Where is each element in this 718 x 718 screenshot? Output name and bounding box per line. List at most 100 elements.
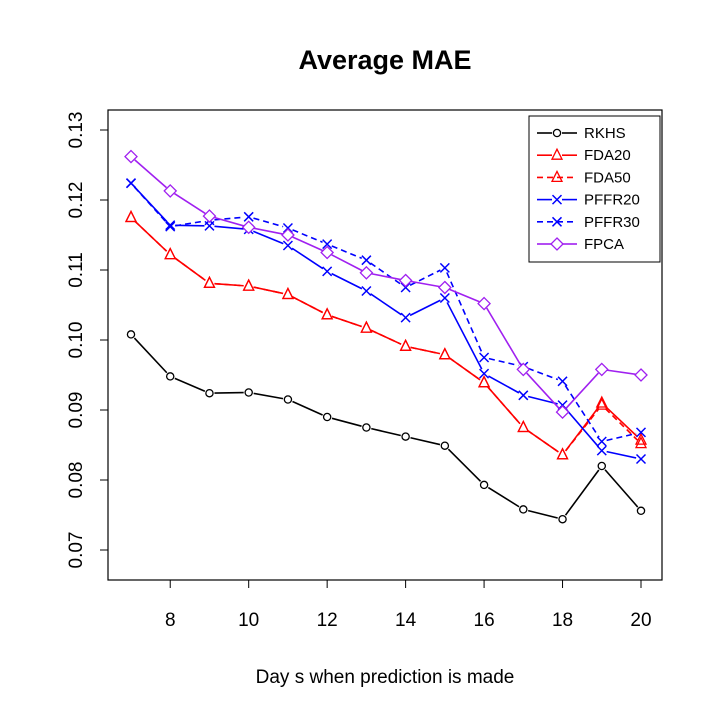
legend-marker bbox=[550, 147, 564, 160]
y-tick-label: 0.10 bbox=[66, 322, 87, 359]
data-point-pffr20 bbox=[322, 266, 333, 277]
data-point-pffr30 bbox=[557, 376, 568, 387]
series-line-fpca bbox=[134, 159, 637, 409]
data-point-pffr20 bbox=[518, 390, 529, 401]
data-point-fpca bbox=[202, 209, 217, 224]
legend-item-fda20: FDA20 bbox=[537, 147, 631, 164]
data-point-pffr30 bbox=[282, 222, 293, 234]
legend-marker bbox=[552, 128, 562, 138]
data-point-pffr30 bbox=[400, 282, 411, 293]
legend: RKHS FDA20 FDA50 PFFR20 PFFR30 FPCA bbox=[528, 115, 661, 263]
y-tick-label: 0.13 bbox=[66, 112, 87, 149]
x-tick-label: 8 bbox=[165, 610, 176, 631]
data-point-pffr20 bbox=[439, 292, 450, 304]
data-point-rkhs bbox=[440, 441, 450, 450]
data-point-rkhs bbox=[322, 412, 332, 422]
y-tick-label: 0.12 bbox=[66, 182, 87, 219]
legend-marker bbox=[550, 169, 564, 183]
data-point-rkhs bbox=[597, 461, 607, 471]
y-tick-label: 0.11 bbox=[66, 252, 87, 288]
data-point-fda50 bbox=[399, 338, 412, 351]
legend-item-fda50: FDA50 bbox=[537, 169, 631, 186]
data-point-fpca bbox=[163, 183, 178, 198]
series-line-pffr30 bbox=[133, 186, 637, 442]
series-rkhs bbox=[126, 330, 646, 524]
data-point-pffr30 bbox=[479, 352, 490, 363]
data-point-rkhs bbox=[636, 506, 646, 516]
data-point-fpca bbox=[241, 220, 256, 235]
x-tick-label: 18 bbox=[552, 610, 573, 631]
data-point-fda50 bbox=[634, 436, 648, 449]
data-point-fda50 bbox=[517, 420, 530, 433]
x-tick-label: 12 bbox=[317, 610, 338, 631]
data-point-rkhs bbox=[479, 480, 489, 490]
y-tick-label: 0.09 bbox=[66, 392, 87, 429]
data-point-fpca bbox=[359, 265, 374, 280]
data-point-fda50 bbox=[478, 375, 491, 388]
data-point-fpca bbox=[124, 149, 138, 164]
data-point-pffr30 bbox=[165, 221, 176, 232]
legend-item-rkhs: RKHS bbox=[537, 125, 626, 142]
legend-label: FPCA bbox=[584, 236, 624, 253]
legend-marker bbox=[551, 216, 563, 227]
x-tick-label: 16 bbox=[474, 610, 495, 631]
data-point-rkhs bbox=[244, 388, 253, 397]
data-point-fda20 bbox=[595, 395, 608, 408]
data-point-fda20 bbox=[242, 278, 255, 291]
data-point-rkhs bbox=[558, 514, 567, 524]
data-point-rkhs bbox=[519, 505, 528, 514]
y-tick-label: 0.07 bbox=[66, 532, 87, 569]
x-axis-label: Day s when prediction is made bbox=[256, 667, 515, 688]
chart-title: Average MAE bbox=[298, 45, 471, 75]
legend-marker bbox=[551, 194, 563, 205]
data-point-fda20 bbox=[203, 275, 216, 288]
legend-item-pffr20: PFFR20 bbox=[537, 192, 640, 209]
data-point-fpca bbox=[320, 245, 335, 260]
series-layer bbox=[124, 149, 648, 524]
data-point-fda20 bbox=[634, 432, 648, 445]
data-point-fpca bbox=[437, 280, 452, 295]
legend-label: PFFR20 bbox=[584, 192, 640, 209]
data-point-fpca bbox=[516, 362, 531, 377]
data-point-rkhs bbox=[362, 423, 371, 432]
data-point-fpca bbox=[555, 405, 570, 420]
data-point-pffr30 bbox=[596, 436, 607, 447]
data-point-fda50 bbox=[360, 320, 373, 333]
data-point-fpca bbox=[634, 368, 648, 382]
data-point-fda20 bbox=[478, 375, 491, 388]
data-point-fda20 bbox=[438, 347, 451, 360]
data-point-pffr30 bbox=[243, 211, 254, 222]
series-fpca bbox=[124, 149, 648, 420]
data-point-fda20 bbox=[164, 247, 177, 260]
data-point-fda20 bbox=[124, 210, 138, 223]
data-point-pffr20 bbox=[479, 368, 490, 379]
series-fda50 bbox=[124, 210, 648, 460]
data-point-pffr20 bbox=[596, 445, 607, 456]
y-tick-label: 0.08 bbox=[66, 462, 87, 499]
data-point-fda50 bbox=[281, 287, 294, 300]
data-point-fda20 bbox=[321, 307, 334, 320]
data-point-rkhs bbox=[205, 388, 214, 398]
data-point-fda20 bbox=[399, 338, 412, 351]
data-point-fda50 bbox=[124, 210, 138, 223]
data-point-pffr30 bbox=[361, 255, 372, 266]
data-point-pffr30 bbox=[322, 239, 333, 250]
legend-item-fpca: FPCA bbox=[537, 236, 624, 253]
data-point-rkhs bbox=[401, 432, 410, 441]
data-point-fda50 bbox=[242, 278, 255, 291]
y-axis: 0.07 0.08 0.09 0.10 0.11 0.12 0.13 bbox=[66, 112, 109, 569]
legend-marker bbox=[550, 237, 564, 251]
series-line-fda50 bbox=[134, 220, 638, 453]
legend-box bbox=[528, 115, 661, 263]
data-point-pffr30 bbox=[635, 427, 647, 438]
x-axis: 8 10 12 14 16 18 20 bbox=[165, 579, 652, 631]
data-point-rkhs bbox=[126, 330, 136, 339]
data-point-fda20 bbox=[360, 320, 373, 333]
data-point-pffr30 bbox=[439, 262, 450, 273]
data-point-fda50 bbox=[164, 247, 177, 260]
data-point-fda50 bbox=[321, 307, 334, 320]
data-point-pffr20 bbox=[165, 220, 176, 231]
data-point-fda20 bbox=[281, 287, 294, 300]
data-point-pffr30 bbox=[125, 178, 137, 189]
